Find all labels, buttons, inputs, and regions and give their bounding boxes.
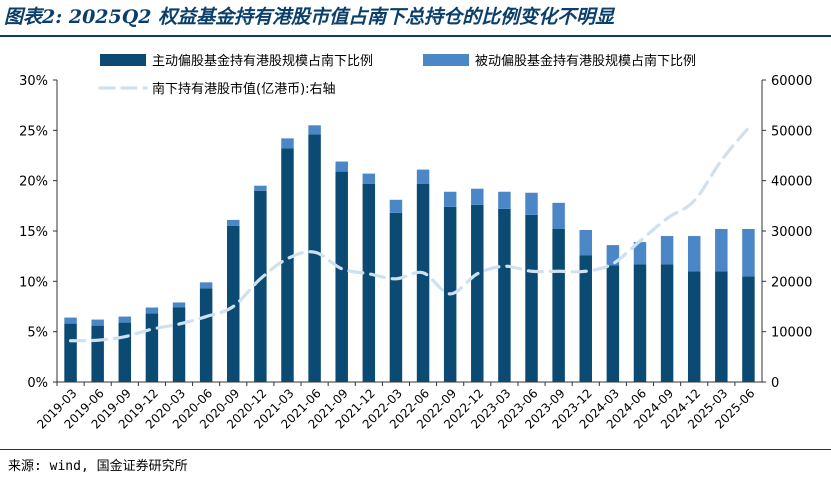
bar-passive-segment: [335, 161, 348, 172]
chart-legend: 主动偏股基金持有港股规模占南下比例 被动偏股基金持有港股规模占南下比例南下持有港股…: [98, 53, 696, 97]
bar-active-segment: [416, 183, 430, 382]
y-left-tick-label: 0%: [27, 376, 48, 391]
bar-active-segment: [742, 276, 755, 382]
y-right-tick-label: 0: [771, 376, 779, 391]
y-left-tick-label: 20%: [19, 175, 48, 190]
chart-svg: 主动偏股基金持有港股规模占南下比例 被动偏股基金持有港股规模占南下比例南下持有港股…: [19, 53, 812, 432]
chart-title: 图表2: 2025Q2 权益基金持有港股市值占南下总持仓的比例变化不明显: [4, 6, 615, 28]
bar-passive-segment: [552, 202, 565, 229]
source-note: 来源: wind, 国金证券研究所: [8, 459, 188, 474]
bar-passive-segment: [254, 185, 267, 191]
bar-passive-segment: [389, 199, 403, 213]
bar-passive-segment: [199, 282, 213, 289]
bar-active-segment: [199, 288, 213, 382]
y-left-tick-label: 30%: [19, 74, 48, 89]
y-right-tick-label: 30000: [771, 225, 812, 240]
y-left-tick-label: 15%: [19, 225, 48, 240]
bar-passive-segment: [715, 228, 728, 272]
bar-active-segment: [525, 214, 538, 382]
y-left-tick-label: 25%: [19, 124, 48, 139]
bar-passive-segment: [172, 302, 186, 308]
bar-active-segment: [633, 264, 647, 382]
bar-passive-segment: [525, 192, 538, 215]
bar-passive-segment: [416, 169, 430, 184]
bar-active-segment: [471, 204, 484, 382]
bar-active-segment: [91, 325, 104, 382]
bar-active-segment: [64, 323, 77, 382]
y-right-tick-label: 20000: [771, 275, 812, 290]
bar-active-segment: [308, 134, 321, 382]
bar-active-segment: [145, 313, 159, 382]
bar-passive-segment: [118, 316, 132, 323]
legend-label-line: 南下持有港股市值(亿港币):右轴: [152, 81, 336, 97]
series-line-southbound-holdings: [68, 126, 751, 343]
legend-label-passive: 被动偏股基金持有港股规模占南下比例: [475, 53, 696, 69]
bar-active-segment: [118, 322, 132, 382]
bar-active-segment: [498, 208, 511, 382]
bar-active-segment: [281, 148, 294, 382]
bar-passive-segment: [687, 236, 701, 272]
bar-passive-segment: [281, 138, 294, 149]
chart-line: [68, 126, 751, 343]
legend-swatch-active: [100, 54, 146, 66]
bar-passive-segment: [91, 319, 104, 326]
bar-active-segment: [579, 255, 592, 382]
bar-active-segment: [254, 190, 267, 382]
bar-active-segment: [660, 264, 674, 382]
bar-active-segment: [172, 307, 186, 382]
y-right-tick-label: 60000: [771, 74, 812, 89]
y-left-tick-label: 5%: [27, 326, 48, 341]
y-right-tick-label: 50000: [771, 124, 812, 139]
y-right-tick-label: 40000: [771, 175, 812, 190]
bar-passive-segment: [362, 173, 376, 184]
y-right-tick-label: 10000: [771, 326, 812, 341]
bar-passive-segment: [471, 188, 484, 205]
title-divider: [0, 35, 831, 37]
bar-passive-segment: [64, 317, 77, 324]
legend-label-active: 主动偏股基金持有港股规模占南下比例: [152, 53, 373, 69]
bar-active-segment: [606, 265, 620, 382]
legend-swatch-passive: [423, 54, 469, 66]
bar-passive-segment: [660, 236, 674, 265]
chart-bars: [64, 125, 755, 382]
bar-active-segment: [335, 171, 348, 382]
footer-divider: [0, 449, 831, 450]
bar-passive-segment: [227, 219, 240, 226]
bar-passive-segment: [579, 229, 592, 256]
bar-active-segment: [715, 271, 728, 382]
bar-active-segment: [389, 212, 403, 382]
bar-passive-segment: [633, 242, 647, 265]
bar-active-segment: [227, 225, 240, 382]
bar-active-segment: [687, 271, 701, 382]
bar-passive-segment: [443, 191, 457, 207]
bar-passive-segment: [742, 228, 755, 277]
bar-passive-segment: [145, 307, 159, 314]
bar-active-segment: [552, 228, 565, 382]
bar-passive-segment: [308, 125, 321, 135]
bar-passive-segment: [498, 191, 511, 209]
bar-active-segment: [362, 183, 376, 382]
y-left-tick-label: 10%: [19, 275, 48, 290]
